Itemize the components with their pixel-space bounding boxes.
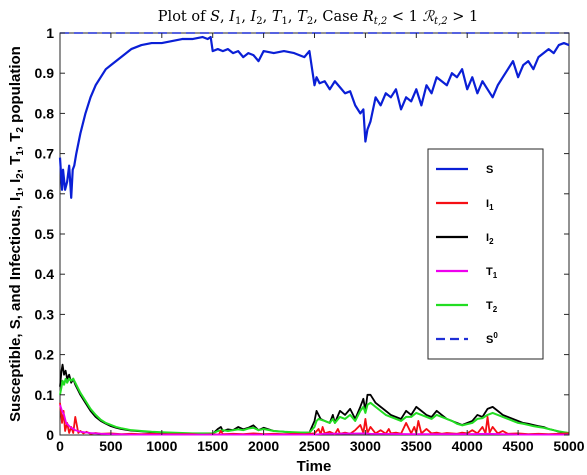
legend-label-t1: T1 xyxy=(486,266,498,280)
legend-label-s: S xyxy=(486,164,493,176)
x-tick-label: 3500 xyxy=(401,438,432,454)
legend-box xyxy=(427,148,544,360)
y-tick-label: 0.1 xyxy=(35,387,55,403)
x-axis-ticks: 0 500 1000 1500 2000 2500 3000 3500 4000 4500 5000 xyxy=(56,33,585,454)
legend-label-s0: S0 xyxy=(486,331,498,346)
title-i1: I xyxy=(228,9,235,25)
y-tick-label: 0.9 xyxy=(35,65,55,81)
y-axis-ticks: 0 0.1 0.2 0.3 0.4 0.5 0.6 0.7 0.8 0.9 1 xyxy=(35,25,569,443)
series-line-s xyxy=(58,35,570,199)
title-t1: T xyxy=(272,9,283,25)
title-case: Case xyxy=(322,9,362,25)
series-line-t1 xyxy=(59,404,569,436)
x-tick-label: 5000 xyxy=(553,438,584,454)
x-tick-label: 3000 xyxy=(350,438,381,454)
y-tick-label: 0.6 xyxy=(35,186,55,202)
title-prefix: Plot of xyxy=(158,9,210,25)
title-r: R xyxy=(362,9,374,25)
title-rscript: ℛ xyxy=(422,9,435,25)
y-tick-label: 0.7 xyxy=(35,146,55,162)
legend: S I1 I2 T1 T2 S0 xyxy=(427,148,544,360)
y-tick-label: 0.5 xyxy=(35,226,55,242)
x-tick-label: 2000 xyxy=(248,438,279,454)
x-tick-label: 4000 xyxy=(452,438,483,454)
y-tick-label: 0 xyxy=(46,427,54,443)
y-tick-label: 0.3 xyxy=(35,306,55,322)
x-tick-label: 1500 xyxy=(197,438,228,454)
y-tick-label: 1 xyxy=(46,25,54,41)
x-tick-label: 2500 xyxy=(299,438,330,454)
title-t2: T xyxy=(297,9,308,25)
x-tick-label: 0 xyxy=(56,438,64,454)
chart-title: Plot of S, I1, I2, T1, T2, Case Rt,2 < 1… xyxy=(158,9,478,27)
legend-label-i1: I1 xyxy=(486,198,494,212)
title-s: S xyxy=(210,9,220,25)
x-axis-label: Time xyxy=(297,458,332,475)
title-i2: I xyxy=(250,9,257,25)
x-tick-label: 4500 xyxy=(503,438,534,454)
y-tick-label: 0.8 xyxy=(35,105,55,121)
series-line-t2 xyxy=(59,377,570,435)
series-layer xyxy=(58,32,570,436)
legend-label-t2: T2 xyxy=(486,300,498,314)
y-tick-label: 0.2 xyxy=(35,347,55,363)
legend-label-i2: I2 xyxy=(486,232,494,246)
x-tick-label: 1000 xyxy=(146,438,177,454)
y-tick-label: 0.4 xyxy=(35,266,55,282)
x-tick-label: 500 xyxy=(99,438,123,454)
y-axis-label: Susceptible, S, and Infectious, I1, I2, … xyxy=(7,46,26,422)
